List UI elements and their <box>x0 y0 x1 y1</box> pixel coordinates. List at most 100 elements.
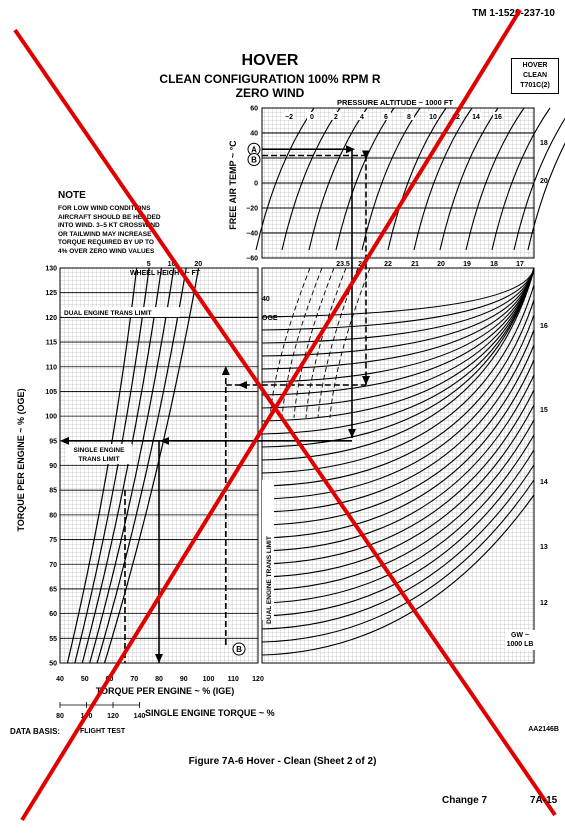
note-body: FOR LOW WIND CONDITIONS AIRCRAFT SHOULD … <box>58 205 223 256</box>
fat-bottom-scale-label: 21 <box>411 261 419 268</box>
gross-weight-curve <box>261 329 535 513</box>
note-line: TORQUE REQUIRED BY UP TO <box>58 239 154 246</box>
example-marker-label: B <box>251 156 257 165</box>
pressure-altitude-label: PRESSURE ALTITUDE ~ 1000 FT <box>337 98 453 107</box>
fat-bottom-scale-label: 22 <box>384 261 392 268</box>
pressure-altitude-label-bg <box>284 112 294 120</box>
pressure-altitude-curve <box>361 107 421 251</box>
pressure-altitude-label-bg <box>357 112 367 120</box>
fat-bottom-scale-label: 19 <box>463 261 471 268</box>
gw-panel-grid <box>261 267 535 664</box>
example-path-arrowhead <box>362 376 370 385</box>
pressure-altitude-curve <box>255 107 315 251</box>
gross-weight-curve <box>261 374 535 552</box>
fat-bottom-scale-label: 20 <box>437 261 445 268</box>
pressure-altitude-label-bg <box>493 112 503 120</box>
pressure-altitude-label-bg <box>471 112 481 120</box>
section-tab: HOVER CLEAN T701C(2) <box>511 58 559 94</box>
fat-y-tick-label: −40 <box>246 231 258 238</box>
torque-ige-tick-label: 100 <box>203 676 215 683</box>
wheel-height-line <box>103 267 200 664</box>
torque-oge-tick-label: 80 <box>49 512 57 519</box>
fat-y-tick-label: −60 <box>246 256 258 263</box>
note-line: INTO WIND. 3–5 KT CROSSWIND <box>58 222 160 229</box>
dual-limit-label-bg <box>62 307 180 317</box>
gross-weight-curve-dashed <box>305 267 347 419</box>
gross-weight-curve <box>261 267 535 357</box>
gross-weight-curve <box>261 267 535 396</box>
single-engine-torque-label: SINGLE ENGINE TORQUE ~ % <box>145 708 275 718</box>
dual-engine-vertical-label: DUAL ENGINE TRANS LIMIT <box>266 536 273 624</box>
gross-weight-curve <box>261 267 535 422</box>
ref-label-40: 40 <box>262 296 270 303</box>
example-marker-label: A <box>251 145 257 154</box>
figure-id: AA2146B <box>528 726 559 733</box>
torque-oge-tick-label: 105 <box>45 389 57 396</box>
torque-ige-tick-label: 90 <box>180 676 188 683</box>
pressure-altitude-curve <box>281 107 341 251</box>
wheel-height-line <box>74 267 150 664</box>
pressure-altitude-label-bg <box>428 112 438 120</box>
data-basis-value: FLIGHT TEST <box>80 728 126 735</box>
gross-weight-curve <box>261 434 535 604</box>
gross-weight-curve <box>261 494 535 656</box>
torque-oge-tick-label: 120 <box>45 315 57 322</box>
fat-y-tick-label: 40 <box>250 131 258 138</box>
gross-weight-curve <box>261 314 535 500</box>
example-path-arrowhead <box>160 436 169 445</box>
fat-right-label: 18 <box>540 140 548 147</box>
torque-ige-tick-label: 40 <box>56 676 64 683</box>
torque-oge-tick-label: 95 <box>49 438 57 445</box>
fat-axis-label: FREE AIR TEMP ~ °C <box>228 140 238 230</box>
change-number: Change 7 <box>442 795 488 806</box>
void-x-stroke-2 <box>20 8 522 822</box>
gross-weight-curve <box>261 389 535 565</box>
torque-ige-tick-label: 80 <box>155 676 163 683</box>
example-path-arrowhead <box>60 436 69 445</box>
single-engine-trans-limit-label-2: TRANS LIMIT <box>78 456 119 463</box>
gross-weight-curve <box>261 344 535 526</box>
fat-bottom-scale-label: 18 <box>490 261 498 268</box>
gross-weight-label: 13 <box>540 544 548 551</box>
gross-weight-curve <box>261 419 535 591</box>
pressure-altitude-series-label: 14 <box>472 114 480 121</box>
note-heading: NOTE <box>58 190 86 201</box>
chart-title: HOVER <box>241 52 299 69</box>
example-path-arrowhead <box>348 429 356 438</box>
pressure-altitude-series-label: −2 <box>285 114 293 121</box>
gw-axis-unit: 1000 LB <box>507 641 534 648</box>
void-x-stroke-1 <box>13 28 557 817</box>
dual-vertical-label-bg <box>262 480 274 620</box>
gross-weight-label: 15 <box>540 407 548 414</box>
pressure-altitude-curve <box>413 107 473 251</box>
fat-bottom-scale-label: 17 <box>516 261 524 268</box>
single-engine-tick-label: 140 <box>134 713 146 720</box>
pressure-altitude-curve <box>308 107 368 251</box>
page-number: 7A-15 <box>530 795 558 806</box>
wheel-height-line <box>96 267 187 664</box>
wheel-height-value-label: 5 <box>147 261 151 268</box>
fat-y-tick-label: −20 <box>246 206 258 213</box>
torque-oge-tick-label: 55 <box>49 636 57 643</box>
torque-ige-tick-label: 70 <box>130 676 138 683</box>
gross-weight-curve <box>261 449 535 617</box>
pressure-altitude-label-bg <box>381 112 391 120</box>
wheel-height-value-label: 10 <box>168 261 176 268</box>
torque-oge-tick-label: 50 <box>49 661 57 668</box>
torque-oge-tick-label: 75 <box>49 537 57 544</box>
example-marker-label: B <box>236 645 242 654</box>
pressure-altitude-curve <box>439 107 499 251</box>
gross-weight-label: 16 <box>540 323 548 330</box>
pressure-altitude-curve <box>527 142 565 251</box>
example-path-arrowhead <box>221 366 230 375</box>
gross-weight-curve <box>261 267 535 370</box>
fat-right-label: 20 <box>540 178 548 185</box>
gross-weight-curve <box>261 479 535 643</box>
pressure-altitude-series-label: 8 <box>407 114 411 121</box>
example-marker-circle <box>232 642 246 656</box>
pressure-altitude-curve <box>465 107 525 251</box>
gross-weight-label: 14 <box>540 479 548 486</box>
example-path-arrowhead <box>362 150 370 160</box>
gw-panel: 16 15 14 13 12 GW ~ 1000 LB DUAL ENGINE TRAN… <box>261 267 548 664</box>
